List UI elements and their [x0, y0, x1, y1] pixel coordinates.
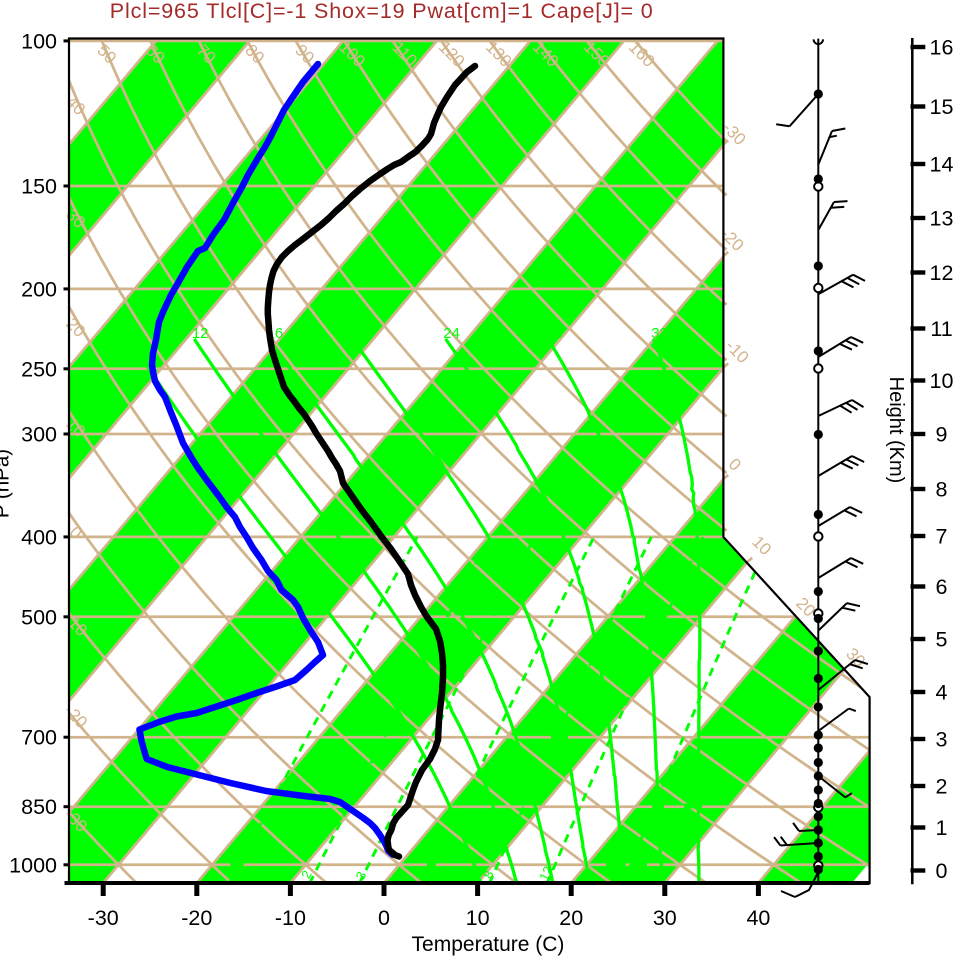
svg-text:13: 13	[930, 207, 954, 231]
svg-text:5: 5	[936, 628, 948, 652]
svg-text:11: 11	[930, 317, 952, 341]
svg-text:8: 8	[936, 478, 948, 502]
svg-text:14: 14	[930, 153, 954, 177]
svg-text:4: 4	[936, 681, 948, 705]
svg-text:-10: -10	[275, 906, 306, 930]
svg-text:250: 250	[21, 357, 57, 381]
svg-text:24: 24	[443, 325, 460, 342]
svg-text:1000: 1000	[9, 853, 57, 877]
svg-text:32: 32	[651, 325, 668, 342]
svg-text:-20: -20	[181, 906, 212, 930]
svg-text:200: 200	[21, 277, 57, 301]
svg-text:Height (Km): Height (Km)	[885, 377, 907, 484]
svg-text:400: 400	[21, 525, 57, 549]
svg-text:7: 7	[936, 525, 948, 549]
svg-text:-30: -30	[88, 906, 119, 930]
svg-text:28: 28	[546, 325, 563, 342]
svg-text:700: 700	[21, 726, 57, 750]
svg-text:Temperature (C): Temperature (C)	[412, 933, 565, 956]
svg-text:16: 16	[930, 36, 954, 60]
svg-text:0: 0	[378, 906, 390, 930]
svg-text:20: 20	[350, 325, 367, 342]
svg-text:40: 40	[746, 906, 770, 930]
svg-text:6: 6	[936, 575, 948, 599]
svg-text:3: 3	[936, 728, 948, 752]
svg-text:9: 9	[936, 423, 948, 447]
svg-text:1: 1	[936, 816, 948, 840]
svg-text:15: 15	[930, 95, 954, 119]
svg-text:20: 20	[559, 906, 583, 930]
svg-text:150: 150	[21, 175, 57, 199]
svg-text:P (hPa): P (hPa)	[0, 449, 14, 518]
svg-text:12: 12	[930, 261, 954, 285]
svg-text:10: 10	[466, 906, 490, 930]
svg-text:850: 850	[21, 795, 57, 819]
svg-text:100: 100	[21, 29, 57, 53]
svg-text:500: 500	[21, 605, 57, 629]
svg-text:12: 12	[192, 325, 209, 342]
svg-text:Plcl=965 Tlcl[C]=-1 Shox=19 Pw: Plcl=965 Tlcl[C]=-1 Shox=19 Pwat[cm]=1 C…	[110, 0, 654, 23]
svg-text:300: 300	[21, 423, 57, 447]
svg-text:8: 8	[132, 325, 140, 342]
svg-text:2: 2	[936, 775, 948, 799]
svg-text:30: 30	[653, 906, 677, 930]
svg-text:0: 0	[936, 859, 948, 883]
svg-text:10: 10	[930, 369, 954, 393]
